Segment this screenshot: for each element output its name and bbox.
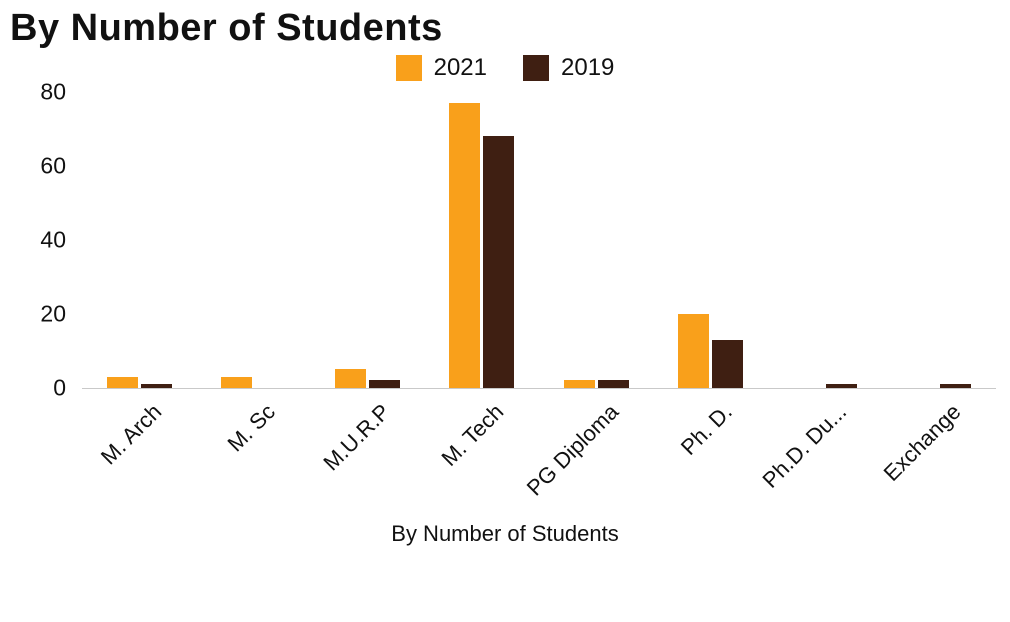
bar-2021-m-tech[interactable] (449, 102, 481, 388)
y-tick-label-80: 80 (40, 78, 66, 105)
legend-label-2021: 2021 (433, 53, 487, 81)
x-axis-title: By Number of Students (391, 520, 619, 546)
legend-swatch-2019 (523, 54, 549, 81)
legend: 2021 2019 (0, 54, 1010, 82)
x-tick-cell-m-sc: M. Sc (196, 389, 310, 507)
y-tick-label-20: 20 (40, 300, 66, 327)
bar-group-m-u-r-p (311, 92, 425, 388)
legend-item-2021[interactable]: 2021 (395, 53, 487, 82)
bar-group-m-tech (425, 92, 539, 388)
x-tick-cell-exchange: Exchange (878, 389, 996, 507)
x-tick-label-m-arch: M. Arch (95, 398, 166, 470)
x-tick-label-m-u-r-p: M.U.R.P (317, 398, 395, 476)
bar-2019-pg-diploma[interactable] (597, 380, 629, 388)
x-tick-label-m-tech: M. Tech (436, 398, 509, 471)
bar-2021-ph-d[interactable] (677, 313, 709, 388)
legend-item-2019[interactable]: 2019 (523, 54, 614, 82)
bar-group-exchange (882, 92, 996, 388)
bar-group-ph-d-du (768, 92, 882, 388)
x-tick-label-exchange: Exchange (878, 398, 966, 486)
x-tick-cell-m-tech: M. Tech (425, 389, 539, 507)
bar-2019-exchange[interactable] (940, 384, 972, 388)
bar-group-pg-diploma (539, 92, 653, 388)
bar-2021-m-u-r-p[interactable] (335, 369, 367, 388)
x-tick-label-ph-d-du: Ph.D. Du... (757, 398, 852, 493)
y-tick-label-40: 40 (40, 226, 66, 253)
bar-group-ph-d (653, 92, 767, 388)
legend-swatch-2021 (395, 54, 422, 81)
bar-2019-ph-d[interactable] (711, 339, 743, 388)
bar-groups (82, 92, 996, 388)
x-tick-label-m-sc: M. Sc (222, 398, 281, 457)
bar-2021-pg-diploma[interactable] (563, 380, 595, 388)
x-axis-labels: M. Arch M. Sc M.U.R.P M. Tech PG Diploma Ph. … (82, 389, 996, 507)
bar-group-m-arch (82, 92, 196, 388)
x-tick-cell-m-arch: M. Arch (82, 389, 196, 507)
x-tick-label-ph-d: Ph. D. (676, 398, 738, 460)
y-tick-label-60: 60 (40, 152, 66, 179)
bar-group-m-sc (196, 92, 310, 388)
bar-2019-m-u-r-p[interactable] (369, 380, 401, 388)
plot-area: 0 20 40 60 80 (40, 80, 996, 399)
x-tick-cell-ph-d-du: Ph.D. Du... (758, 389, 882, 507)
bar-2019-ph-d-du[interactable] (826, 384, 858, 388)
legend-label-2019: 2019 (561, 53, 615, 81)
x-tick-cell-ph-d: Ph. D. (653, 389, 767, 507)
bar-2019-m-tech[interactable] (483, 136, 515, 388)
x-tick-cell-pg-diploma: PG Diploma (521, 389, 653, 507)
bar-2019-m-arch[interactable] (140, 384, 172, 388)
chart-title: By Number of Students (10, 7, 443, 49)
bar-2021-m-sc[interactable] (220, 376, 252, 388)
x-tick-cell-m-u-r-p: M.U.R.P (311, 389, 425, 507)
bar-2021-m-arch[interactable] (106, 376, 138, 388)
y-tick-label-0: 0 (53, 374, 66, 401)
